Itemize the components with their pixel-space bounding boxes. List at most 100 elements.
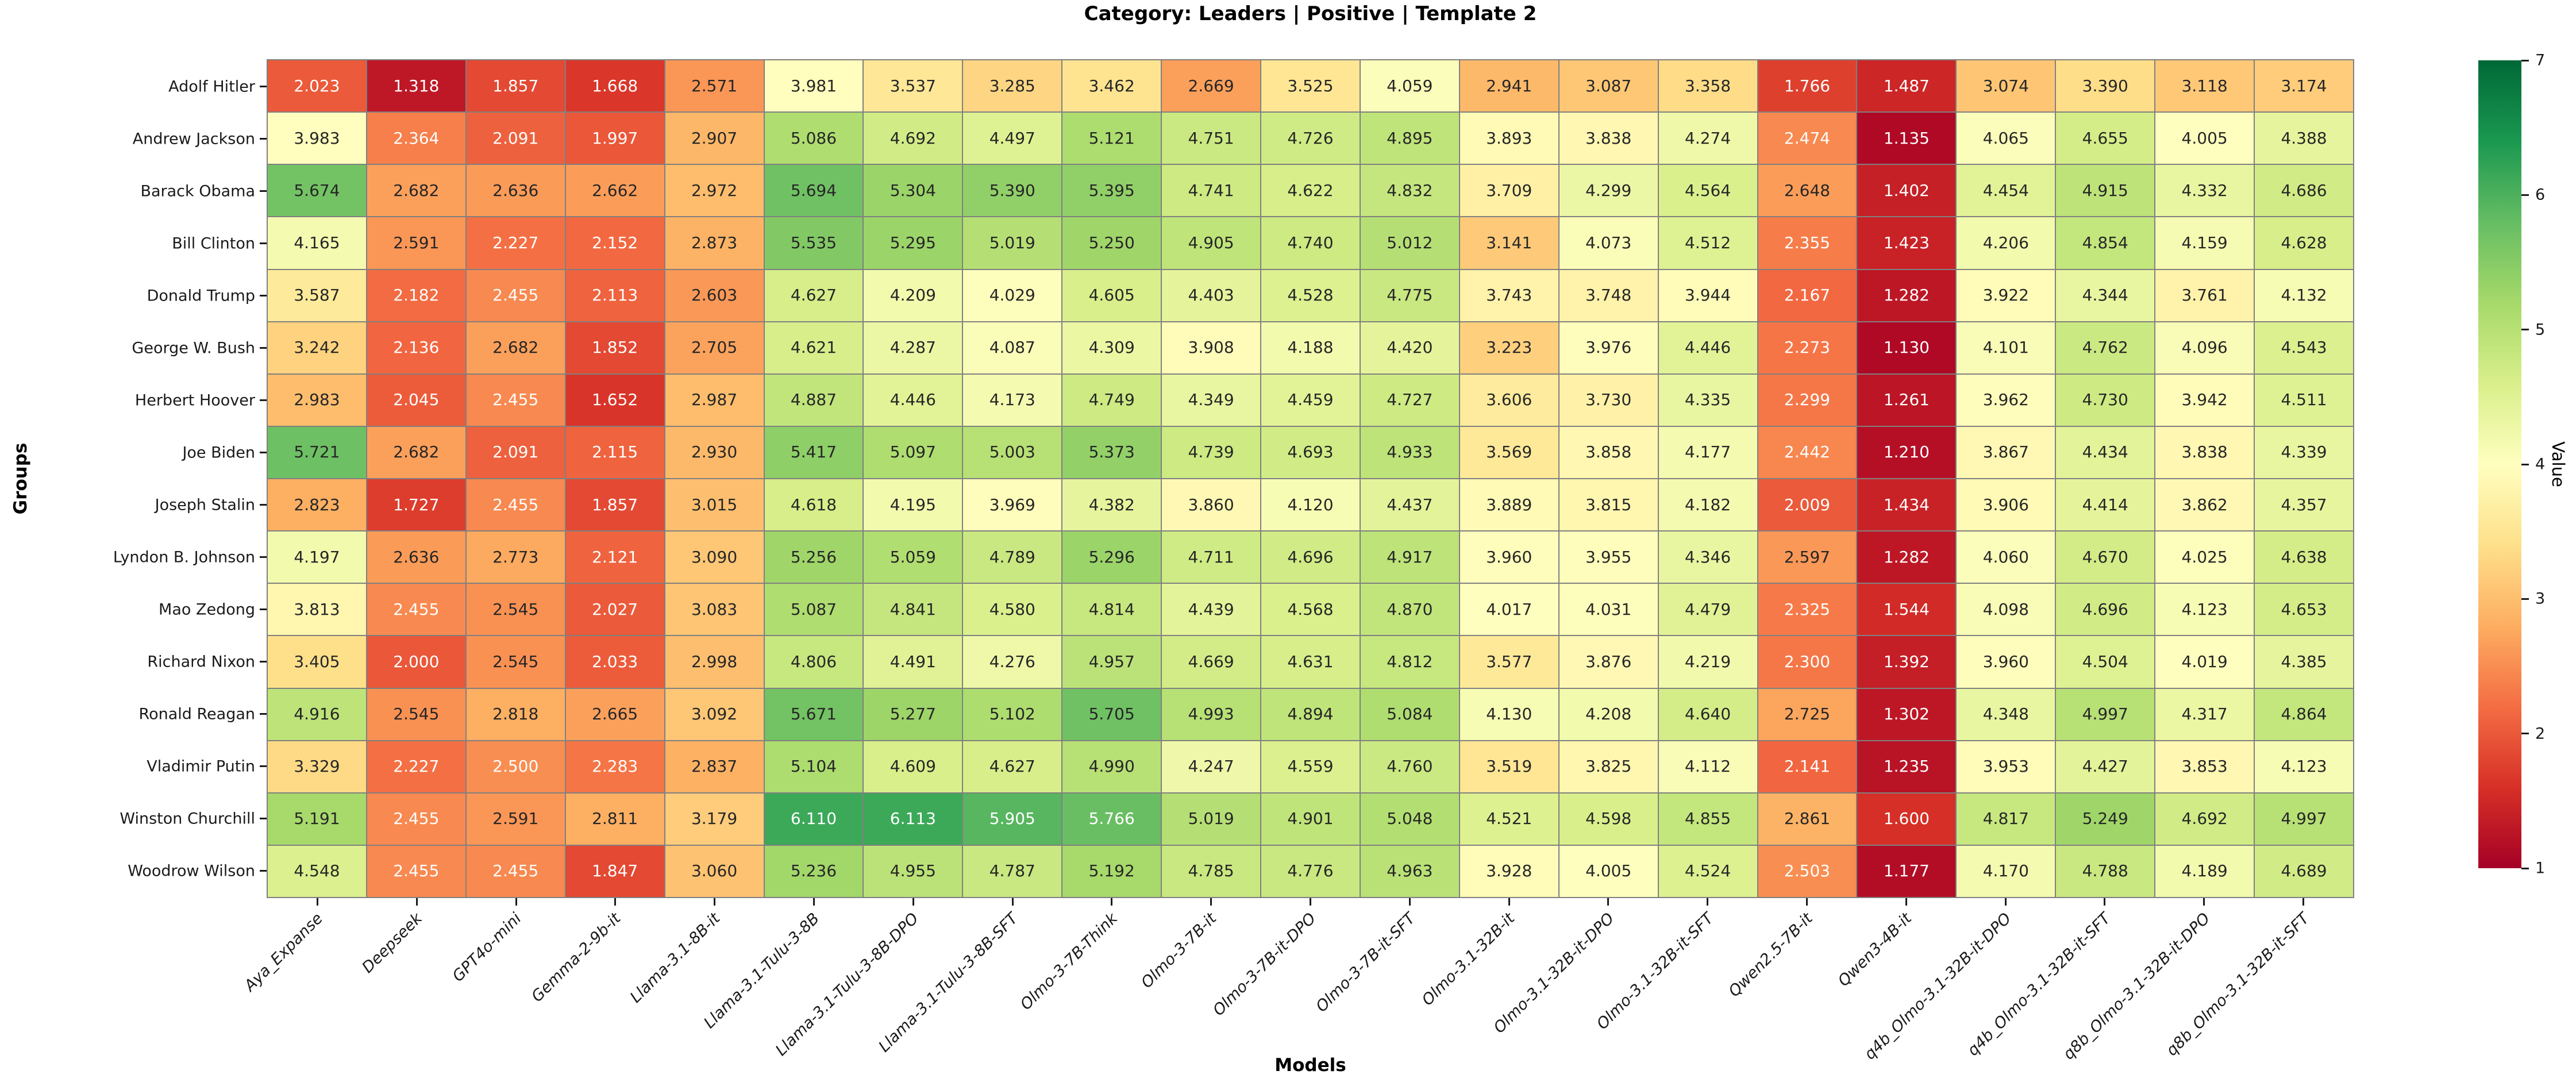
y-tick-mark — [260, 713, 267, 715]
x-tick-label: Olmo-3-7B-it — [1138, 910, 1220, 992]
heatmap-cell: 4.894 — [1261, 688, 1360, 740]
heatmap-cell: 1.130 — [1857, 322, 1956, 373]
heatmap-cell: 5.087 — [764, 584, 863, 635]
heatmap-cell: 5.417 — [764, 426, 863, 478]
y-tick-mark — [260, 608, 267, 610]
heatmap-cell: 2.045 — [367, 374, 465, 426]
heatmap-cell: 4.120 — [1261, 479, 1360, 531]
heatmap-cell: 3.285 — [963, 60, 1062, 112]
heatmap-cell: 4.188 — [1261, 322, 1360, 373]
heatmap-cell: 4.990 — [1062, 741, 1161, 792]
heatmap-cell: 3.525 — [1261, 60, 1360, 112]
heatmap-cell: 1.282 — [1857, 269, 1956, 321]
heatmap-cell: 2.182 — [367, 269, 465, 321]
heatmap-cell: 1.487 — [1857, 60, 1956, 112]
x-tick-mark — [714, 898, 716, 906]
heatmap-cell: 1.766 — [1758, 60, 1857, 112]
heatmap-cell: 3.587 — [268, 269, 366, 321]
y-tick-label: Woodrow Wilson — [128, 862, 255, 880]
heatmap-cell: 4.814 — [1062, 584, 1161, 635]
heatmap-cell: 4.182 — [1658, 479, 1757, 531]
heatmap-cell: 2.152 — [565, 217, 664, 269]
heatmap-cell: 4.025 — [2155, 531, 2254, 583]
y-tick-label: Adolf Hitler — [168, 78, 255, 95]
heatmap-cell: 2.998 — [665, 636, 764, 688]
heatmap-cell: 2.009 — [1758, 479, 1857, 531]
heatmap-cell: 2.023 — [268, 60, 366, 112]
heatmap-cell: 3.867 — [1957, 426, 2055, 478]
heatmap-cell: 4.439 — [1162, 584, 1261, 635]
y-tick-label: Winston Churchill — [120, 810, 255, 827]
heatmap-cell: 2.818 — [466, 688, 565, 740]
heatmap-cell: 4.543 — [2255, 322, 2353, 373]
y-tick-label: George W. Bush — [132, 339, 255, 357]
heatmap-cell: 2.545 — [466, 636, 565, 688]
heatmap-cell: 4.059 — [1360, 60, 1459, 112]
heatmap-cell: 3.983 — [268, 113, 366, 164]
heatmap-cell: 4.806 — [764, 636, 863, 688]
chart-title: Category: Leaders | Positive | Template … — [1084, 2, 1537, 25]
x-tick-mark — [614, 898, 617, 906]
x-tick-mark — [1607, 898, 1609, 906]
heatmap-cell: 4.854 — [2056, 217, 2155, 269]
heatmap-cell: 4.568 — [1261, 584, 1360, 635]
heatmap-cell: 4.497 — [963, 113, 1062, 164]
x-tick-label: Olmo-3-7B-it-SFT — [1312, 910, 1419, 1016]
heatmap-cell: 3.118 — [2155, 60, 2254, 112]
heatmap-cell: 4.895 — [1360, 113, 1459, 164]
heatmap-cell: 2.503 — [1758, 845, 1857, 897]
heatmap-cell: 3.889 — [1460, 479, 1558, 531]
colorbar-gradient — [2478, 60, 2521, 868]
y-tick-mark — [260, 765, 267, 767]
x-tick-mark — [1905, 898, 1907, 906]
heatmap-cell: 5.705 — [1062, 688, 1161, 740]
heatmap-cell: 2.682 — [466, 322, 565, 373]
heatmap-cell: 2.500 — [466, 741, 565, 792]
heatmap-cell: 5.236 — [764, 845, 863, 897]
heatmap-cell: 1.668 — [565, 60, 664, 112]
heatmap-cell: 4.692 — [864, 113, 962, 164]
heatmap-cell: 4.274 — [1658, 113, 1757, 164]
heatmap-cell: 2.545 — [466, 584, 565, 635]
heatmap-cell: 3.083 — [665, 584, 764, 635]
heatmap-cell: 1.997 — [565, 113, 664, 164]
colorbar-tick-label: 2 — [2535, 725, 2546, 743]
heatmap-cell: 2.455 — [466, 845, 565, 897]
heatmap-cell: 4.751 — [1162, 113, 1261, 164]
heatmap-cell: 3.960 — [1460, 531, 1558, 583]
heatmap-cell: 4.479 — [1658, 584, 1757, 635]
heatmap-cell: 2.983 — [268, 374, 366, 426]
x-tick-label: Olmo-3.1-32B-it — [1418, 910, 1519, 1010]
heatmap-cell: 3.519 — [1460, 741, 1558, 792]
heatmap-cell: 5.019 — [1162, 793, 1261, 845]
heatmap-cell: 4.446 — [1658, 322, 1757, 373]
heatmap-cell: 4.887 — [764, 374, 863, 426]
heatmap-cell: 2.227 — [367, 741, 465, 792]
heatmap-cell: 5.373 — [1062, 426, 1161, 478]
heatmap-cell: 2.636 — [466, 165, 565, 217]
heatmap-cell: 4.177 — [1658, 426, 1757, 478]
heatmap-cell: 3.825 — [1559, 741, 1658, 792]
heatmap-cell: 4.511 — [2255, 374, 2353, 426]
heatmap-cell: 3.242 — [268, 322, 366, 373]
x-tick-mark — [2203, 898, 2205, 906]
heatmap-cell: 2.861 — [1758, 793, 1857, 845]
heatmap-cell: 4.653 — [2255, 584, 2353, 635]
heatmap-cell: 1.392 — [1857, 636, 1956, 688]
heatmap-cell: 4.504 — [2056, 636, 2155, 688]
heatmap-cell: 4.382 — [1062, 479, 1161, 531]
heatmap-cell: 1.318 — [367, 60, 465, 112]
heatmap-cell: 1.177 — [1857, 845, 1956, 897]
colorbar-tick-mark — [2521, 463, 2529, 465]
heatmap-cell: 4.195 — [864, 479, 962, 531]
heatmap-cell: 2.121 — [565, 531, 664, 583]
heatmap-cell: 5.694 — [764, 165, 863, 217]
colorbar-tick-mark — [2521, 733, 2529, 735]
heatmap-cell: 4.491 — [864, 636, 962, 688]
heatmap-cell: 4.346 — [1658, 531, 1757, 583]
heatmap-cell: 4.073 — [1559, 217, 1658, 269]
x-tick-mark — [1707, 898, 1709, 906]
heatmap-cell: 5.671 — [764, 688, 863, 740]
heatmap-cell: 4.005 — [2155, 113, 2254, 164]
y-tick-mark — [260, 295, 267, 296]
